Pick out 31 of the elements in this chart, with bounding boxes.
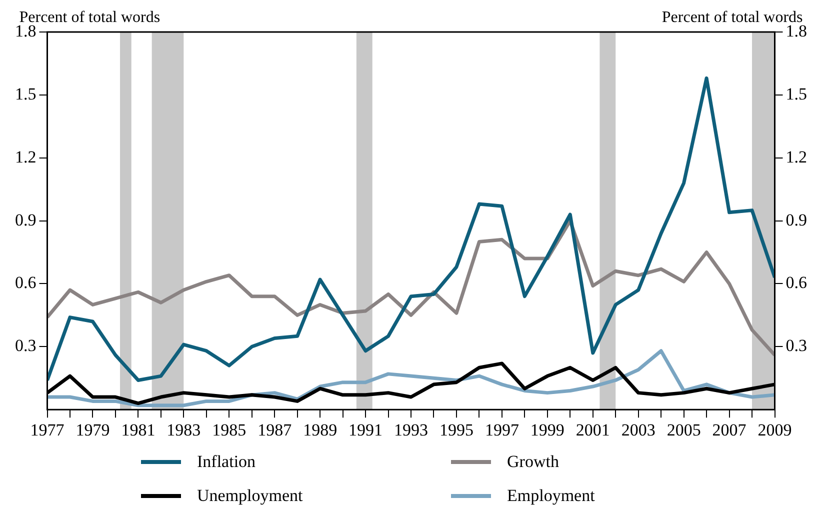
x-tick-label: 1995 <box>439 420 474 440</box>
x-tick-label: 2005 <box>666 420 701 440</box>
x-tick-label: 1993 <box>394 420 428 440</box>
x-tick-label: 1985 <box>212 420 246 440</box>
x-tick-label: 1981 <box>121 420 156 440</box>
y-tick-label: 1.5 <box>15 84 36 104</box>
x-tick-label: 1983 <box>166 420 201 440</box>
y2-tick-label: 0.6 <box>786 273 807 292</box>
x-tick-label: 2001 <box>576 420 610 440</box>
x-tick-label: 1991 <box>348 420 383 440</box>
y2-tick-label: 1.2 <box>786 147 807 166</box>
x-tick-label: 2009 <box>758 420 792 440</box>
y-tick-label: 0.6 <box>15 273 36 292</box>
x-tick-label: 1999 <box>530 420 564 440</box>
x-tick-label: 1987 <box>258 420 292 440</box>
x-tick-label: 2003 <box>621 420 656 440</box>
y2-tick-label: 0.9 <box>786 210 807 230</box>
legend-label: Inflation <box>197 452 256 472</box>
x-tick-label: 1989 <box>303 420 338 440</box>
legend-label: Unemployment <box>197 486 303 506</box>
x-tick-label: 1979 <box>76 420 110 440</box>
y-tick-label: 0.3 <box>15 336 36 356</box>
x-tick-label: 2007 <box>712 420 747 440</box>
legend-label: Growth <box>507 452 559 472</box>
y2-tick-label: 1.5 <box>786 84 807 104</box>
y-tick-label: 1.2 <box>15 147 36 166</box>
x-tick-label: 1977 <box>30 420 65 440</box>
y-tick-label: 0.9 <box>15 210 36 230</box>
y2-tick-label: 0.3 <box>786 336 807 356</box>
legend-label: Employment <box>507 486 595 506</box>
x-tick-label: 1997 <box>484 420 520 440</box>
